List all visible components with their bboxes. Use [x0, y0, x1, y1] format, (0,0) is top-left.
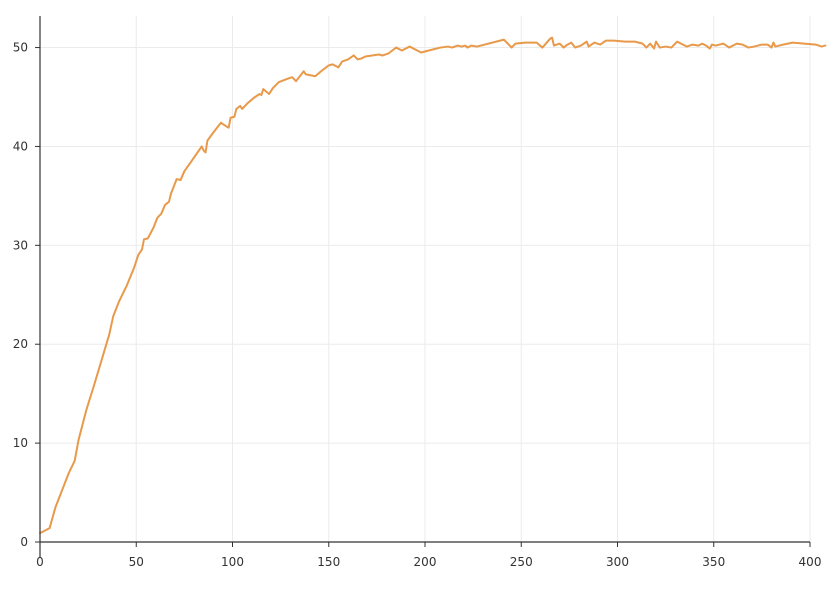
- grid: [40, 16, 811, 542]
- y-tick-label: 20: [13, 337, 28, 351]
- axes: 0 50 100 150 200 250 300 350 400 0 10 20 30 40 50: [13, 16, 822, 569]
- x-tick-label: 300: [606, 555, 629, 569]
- x-tick-label: 400: [799, 555, 822, 569]
- x-tick-label: 200: [414, 555, 437, 569]
- x-tick-label: 100: [221, 555, 244, 569]
- y-tick-label: 30: [13, 238, 28, 252]
- y-tick-label: 50: [13, 41, 28, 55]
- x-tick-label: 250: [510, 555, 533, 569]
- series-line-1: [39, 36, 827, 535]
- x-tick-label: 350: [702, 555, 725, 569]
- x-tick-label: 0: [36, 555, 44, 569]
- series-layer: [39, 36, 827, 535]
- x-tick-label: 50: [129, 555, 144, 569]
- x-tick-label: 150: [317, 555, 340, 569]
- y-tick-label: 0: [20, 535, 28, 549]
- y-tick-label: 10: [13, 436, 28, 450]
- y-tick-label: 40: [13, 139, 28, 153]
